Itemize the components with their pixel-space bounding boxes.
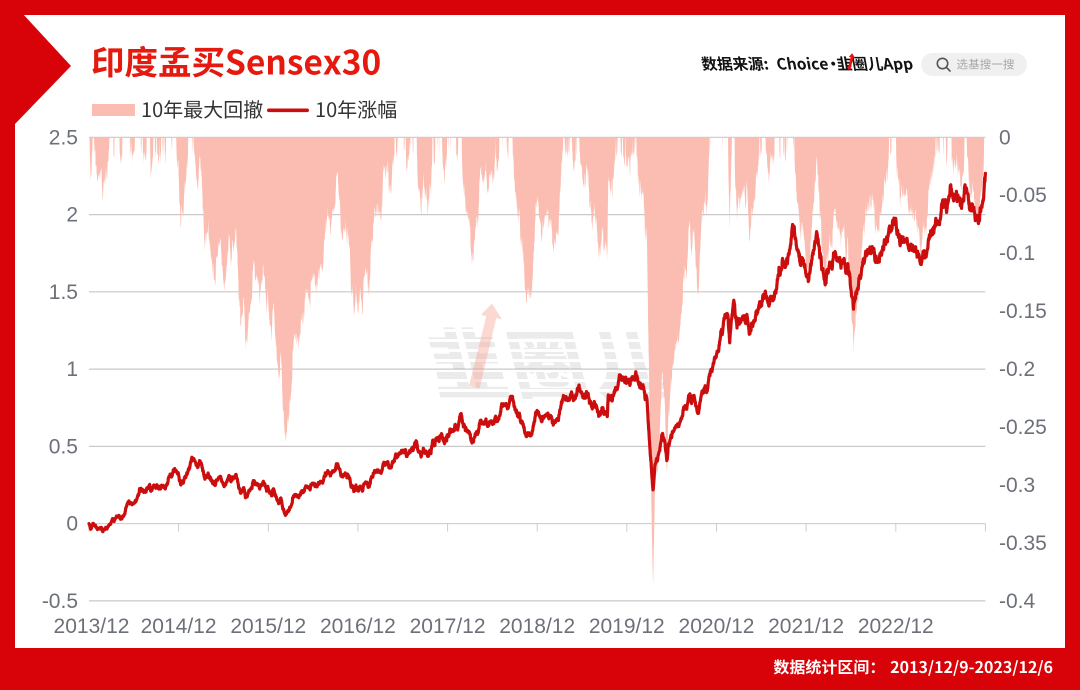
svg-text:2019/12: 2019/12 xyxy=(589,615,665,638)
svg-text:-0.4: -0.4 xyxy=(999,590,1036,613)
svg-text:2017/12: 2017/12 xyxy=(410,615,486,638)
svg-text:0: 0 xyxy=(66,513,78,536)
svg-text:2018/12: 2018/12 xyxy=(499,615,575,638)
svg-text:2: 2 xyxy=(66,204,78,227)
svg-text:-0.25: -0.25 xyxy=(999,416,1047,439)
svg-text:0: 0 xyxy=(999,126,1011,149)
svg-text:-0.35: -0.35 xyxy=(999,532,1047,555)
svg-text:2.5: 2.5 xyxy=(49,126,78,149)
svg-text:-0.3: -0.3 xyxy=(999,474,1035,497)
svg-text:1.5: 1.5 xyxy=(49,281,78,304)
svg-text:0.5: 0.5 xyxy=(49,435,78,458)
svg-text:2014/12: 2014/12 xyxy=(141,615,217,638)
svg-text:-0.1: -0.1 xyxy=(999,242,1035,265)
svg-text:2022/12: 2022/12 xyxy=(858,615,934,638)
svg-text:-0.5: -0.5 xyxy=(42,590,78,613)
svg-text:2020/12: 2020/12 xyxy=(679,615,755,638)
svg-text:1: 1 xyxy=(66,358,78,381)
svg-text:2015/12: 2015/12 xyxy=(230,615,306,638)
svg-text:2013/12: 2013/12 xyxy=(54,615,130,638)
svg-text:2016/12: 2016/12 xyxy=(320,615,396,638)
svg-text:-0.05: -0.05 xyxy=(999,184,1047,207)
svg-text:-0.2: -0.2 xyxy=(999,358,1035,381)
svg-text:2021/12: 2021/12 xyxy=(768,615,844,638)
svg-text:-0.15: -0.15 xyxy=(999,300,1047,323)
